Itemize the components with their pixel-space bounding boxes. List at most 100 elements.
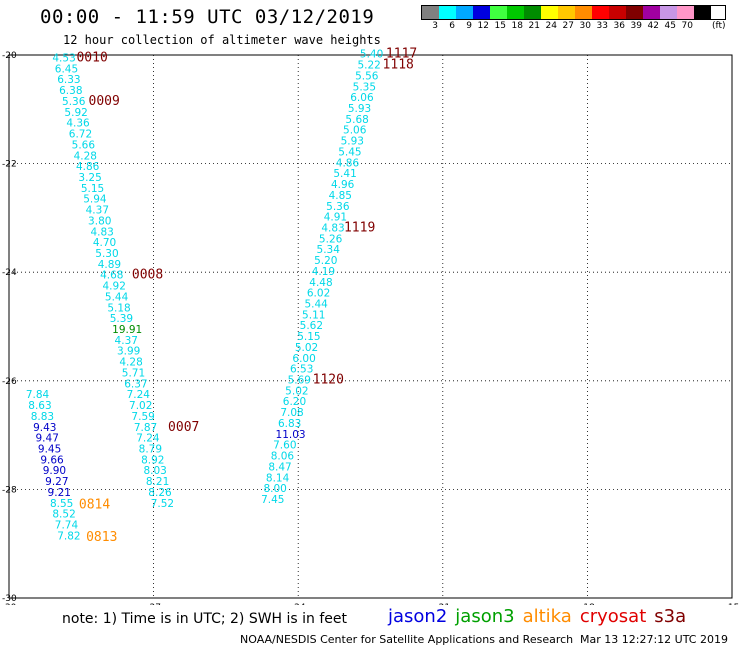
wave-height-value: 8.47 <box>268 461 291 473</box>
wave-height-value: 5.68 <box>345 114 368 126</box>
legend-level-label: 21 <box>528 21 540 31</box>
wave-height-value: 5.35 <box>353 81 376 93</box>
wave-height-value: 9.90 <box>43 465 66 477</box>
wave-height-value: 8.14 <box>266 472 290 484</box>
legend-swatch <box>694 6 711 19</box>
legend-labels: 3 6 9 12 15 18 21 24 27 30 33 36 39 42 45 70 (ft) <box>421 21 726 31</box>
wave-height-value: 8.03 <box>143 465 166 477</box>
wave-height-value: 7.02 <box>129 400 152 412</box>
legend-swatch <box>609 6 626 19</box>
pass-time-label: 0009 <box>89 94 120 109</box>
legend-swatch <box>524 6 541 19</box>
wave-height-value: 5.36 <box>326 201 350 213</box>
wave-height-value: 9.45 <box>38 443 61 455</box>
wave-height-value: 7.24 <box>127 389 151 401</box>
wave-height-value: 4.83 <box>90 226 113 238</box>
pass-time-label: 0814 <box>79 497 110 512</box>
pass-time-label: 1117 <box>386 47 417 62</box>
wave-height-value: 6.83 <box>278 418 301 430</box>
wave-height-value: 3.25 <box>78 172 101 184</box>
wave-height-value: 5.15 <box>297 331 320 343</box>
wave-height-value: 8.52 <box>52 509 75 521</box>
wave-height-value: 4.85 <box>329 190 352 202</box>
wave-height-value: 8.00 <box>263 483 286 495</box>
lat-tick-label: -30 <box>2 594 17 604</box>
legend-level-label: 18 <box>511 21 523 31</box>
legend-swatch <box>677 6 694 19</box>
wave-height-value: 5.45 <box>338 146 361 158</box>
lat-tick-label: -26 <box>2 377 17 387</box>
wave-height-value: 5.71 <box>122 367 145 379</box>
wave-height-value: 5.02 <box>285 385 308 397</box>
wave-height-value: 6.45 <box>55 63 78 75</box>
wave-height-value: 4.37 <box>115 335 138 347</box>
wave-height-value: 5.34 <box>317 244 341 256</box>
legend-swatch <box>626 6 643 19</box>
timestamp: Mar 13 12:27:12 UTC 2019 <box>580 633 728 646</box>
wave-height-value: 5.92 <box>64 107 87 119</box>
wave-height-value: 4.86 <box>336 157 360 169</box>
legend-level-label: 70 <box>681 21 693 31</box>
lat-tick-label: -22 <box>2 160 17 170</box>
mission-label: jason2 <box>388 606 448 627</box>
wave-height-value: 19.91 <box>112 324 142 336</box>
pass-time-label: 0007 <box>168 420 199 435</box>
legend-swatch <box>422 6 439 19</box>
wave-height-value: 4.83 <box>321 222 344 234</box>
legend-swatch <box>490 6 507 19</box>
wave-height-value: 8.83 <box>31 411 54 423</box>
legend-swatch <box>507 6 524 19</box>
wave-height-value: 4.89 <box>98 259 121 271</box>
mission-label: altika <box>522 606 572 627</box>
wave-height-value: 5.36 <box>62 96 86 108</box>
lon-tick-label: -27 <box>146 603 161 605</box>
wave-height-value: 5.40 <box>360 49 383 61</box>
legend-level-label: 3 <box>432 21 438 31</box>
wave-height-value: 4.48 <box>309 277 332 289</box>
mission-label: s3a <box>654 606 687 627</box>
pass-time-label: 1118 <box>383 58 414 73</box>
wave-height-value: 8.79 <box>139 443 162 455</box>
wave-height-value: 3.99 <box>117 346 140 358</box>
wave-height-value: 7.60 <box>273 440 296 452</box>
legend-unit: (ft) <box>712 21 726 31</box>
wave-height-value: 5.93 <box>341 136 364 148</box>
wave-height-value: 7.74 <box>55 519 79 531</box>
pass-time-label: 1120 <box>313 373 344 388</box>
wave-height-value: 5.18 <box>107 302 130 314</box>
legend-level-label: 30 <box>579 21 591 31</box>
legend-swatch <box>541 6 558 19</box>
wave-height-value: 4.53 <box>52 53 75 65</box>
lon-tick-label: -18 <box>580 603 595 605</box>
wave-height-value: 7.52 <box>151 498 174 510</box>
legend-level-label: 15 <box>494 21 506 31</box>
wave-height-value: 5.93 <box>348 103 371 115</box>
mission-label: cryosat <box>579 606 647 627</box>
legend-level-label: 24 <box>545 21 557 31</box>
legend-level-label: 36 <box>613 21 625 31</box>
wave-height-value: 4.19 <box>312 266 335 278</box>
wave-height-value: 5.41 <box>333 168 356 180</box>
wave-height-value: 6.38 <box>59 85 82 97</box>
wave-height-value: 5.66 <box>72 139 96 151</box>
wave-height-value: 6.53 <box>290 364 313 376</box>
wave-height-value: 7.87 <box>134 422 157 434</box>
wave-height-value: 9.27 <box>45 476 68 488</box>
wave-height-value: 9.43 <box>33 422 56 434</box>
wave-height-value: 5.30 <box>95 248 118 260</box>
lat-tick-label: -24 <box>2 268 17 278</box>
color-legend: 3 6 9 12 15 18 21 24 27 30 33 36 39 42 45 70 (ft) <box>421 5 726 31</box>
wave-height-value: 6.00 <box>292 353 315 365</box>
legend-swatch <box>592 6 609 19</box>
mission-legend: jason2 jason3 altika cryosat s3a <box>388 606 694 627</box>
legend-level-label: 42 <box>647 21 659 31</box>
legend-swatch <box>558 6 575 19</box>
wave-height-value: 11.03 <box>276 429 306 441</box>
legend-level-label: 33 <box>596 21 608 31</box>
pass-time-label: 0813 <box>86 530 117 545</box>
wave-height-value: 7.59 <box>131 411 154 423</box>
wave-height-value: 4.36 <box>66 118 90 130</box>
map-subtitle: 12 hour collection of altimeter wave hei… <box>63 33 381 47</box>
wave-height-value: 5.22 <box>357 60 380 72</box>
wave-height-value: 9.47 <box>36 433 59 445</box>
